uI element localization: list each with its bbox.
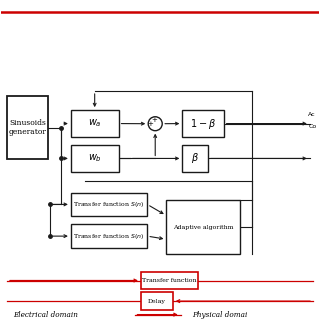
Text: Sinusoids
generator: Sinusoids generator: [9, 119, 47, 136]
FancyBboxPatch shape: [71, 110, 119, 137]
FancyBboxPatch shape: [141, 272, 198, 289]
Text: Ac: Ac: [308, 112, 316, 116]
Text: Transfer function $S(n)$: Transfer function $S(n)$: [73, 232, 145, 241]
Text: Adaptive algorithm: Adaptive algorithm: [173, 225, 233, 230]
FancyBboxPatch shape: [141, 292, 173, 310]
Text: Delay: Delay: [148, 299, 166, 304]
Text: +: +: [151, 117, 157, 123]
FancyBboxPatch shape: [7, 96, 49, 159]
FancyBboxPatch shape: [71, 224, 147, 248]
Text: $w_a$: $w_a$: [88, 118, 101, 130]
FancyBboxPatch shape: [71, 145, 119, 172]
Text: Transfer function: Transfer function: [142, 278, 197, 283]
Text: Electrical domain: Electrical domain: [13, 311, 78, 319]
Text: $\beta$: $\beta$: [191, 151, 199, 165]
Text: $w_b$: $w_b$: [88, 153, 102, 164]
Text: Physical domai: Physical domai: [192, 311, 247, 319]
FancyBboxPatch shape: [182, 145, 208, 172]
FancyBboxPatch shape: [182, 110, 224, 137]
Text: Co: Co: [308, 124, 316, 129]
Text: Transfer function $S(n)$: Transfer function $S(n)$: [73, 200, 145, 209]
FancyBboxPatch shape: [166, 200, 240, 254]
FancyBboxPatch shape: [71, 193, 147, 216]
Text: $1-\beta$: $1-\beta$: [190, 116, 216, 131]
Text: +: +: [148, 121, 153, 127]
